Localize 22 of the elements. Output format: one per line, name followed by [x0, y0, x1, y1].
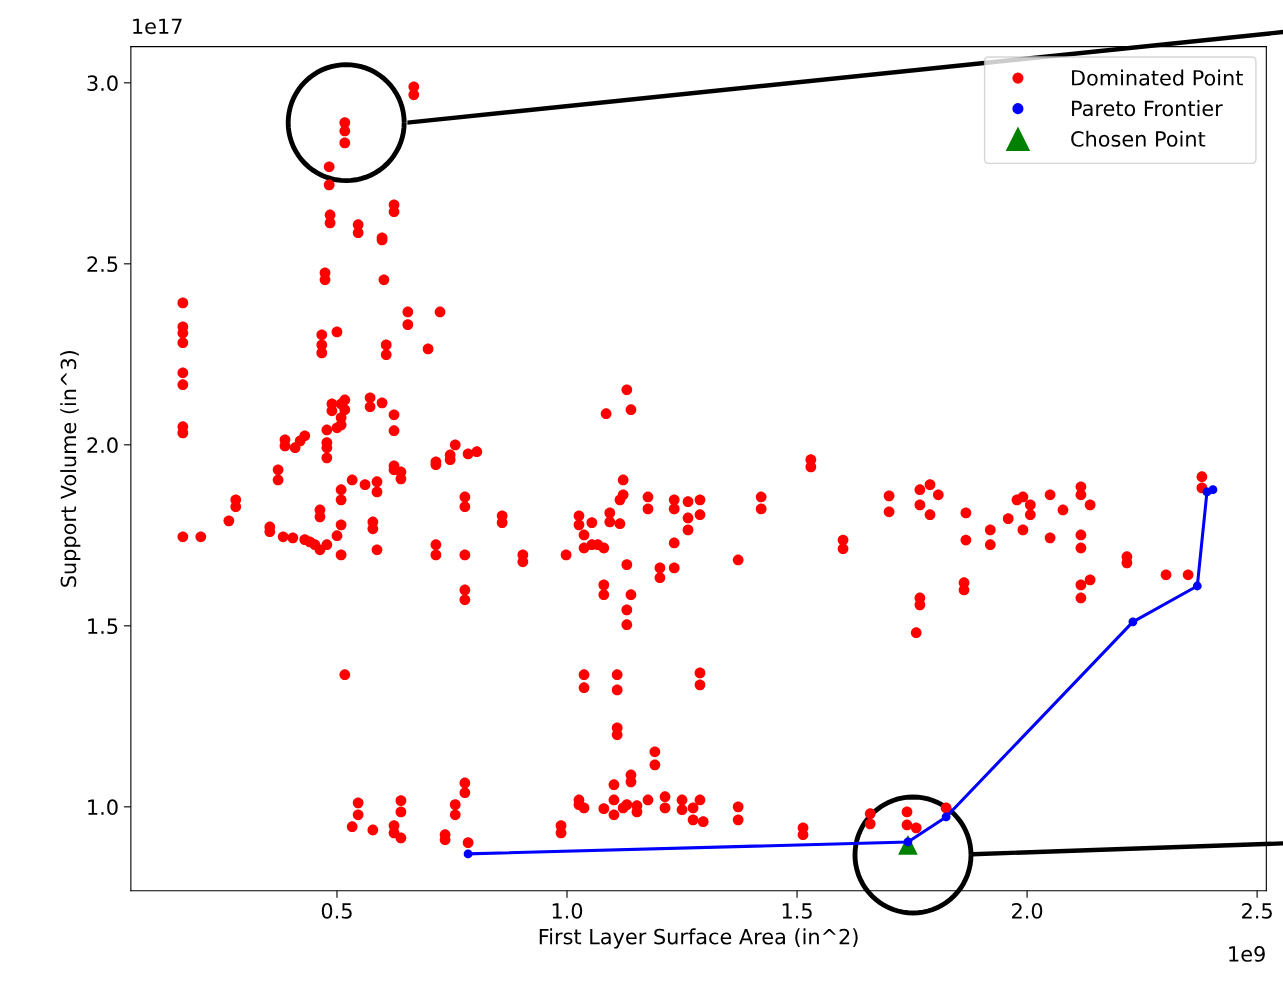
y-tick-label: 2.0 [87, 437, 118, 454]
text: 1e9 [1229, 946, 1265, 962]
x-tick-label: 0.5 [321, 902, 352, 919]
legend-label: Dominated Point [1072, 69, 1243, 86]
y-tick-label: 1.5 [88, 618, 118, 635]
x-tick-label: 1.0 [552, 902, 583, 919]
y-axis-title: Support Volume (in^3) [60, 350, 81, 587]
x-tick-label: 2.0 [1012, 902, 1043, 919]
y-tick-label: 2.5 [87, 256, 118, 273]
x-tick-label: 2.5 [1242, 902, 1272, 919]
point [1208, 485, 1218, 495]
legend-label: Pareto Frontier [1072, 100, 1223, 117]
y-tick-label: 3.0 [87, 75, 118, 92]
y-tick-label: 1.0 [88, 799, 118, 816]
point [1128, 617, 1138, 627]
x-axis-title: First Layer Surface Area (in^2) [539, 928, 858, 949]
legend-label: Chosen Point [1071, 130, 1206, 147]
x-tick-label: 1.5 [782, 903, 812, 919]
point [1192, 581, 1202, 591]
point [463, 849, 473, 859]
text: 1e17 [133, 18, 182, 35]
point [941, 812, 951, 822]
